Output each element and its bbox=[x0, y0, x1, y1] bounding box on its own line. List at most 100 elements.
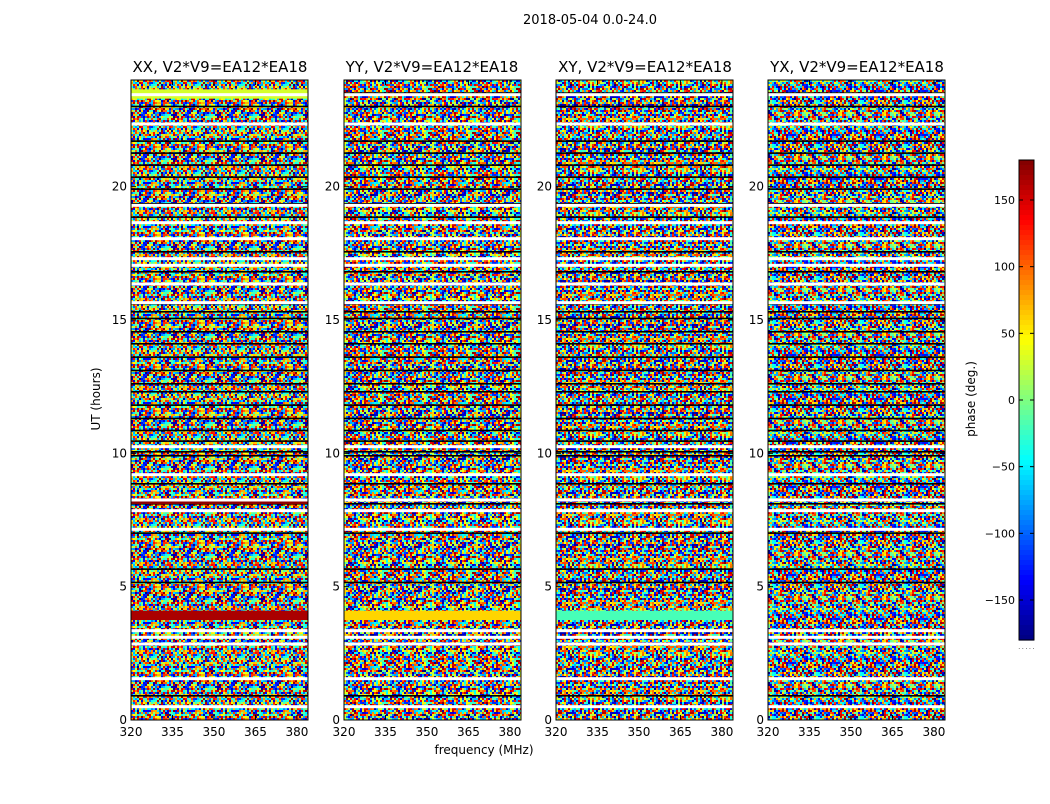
y-tick-label: 0 bbox=[332, 713, 340, 727]
colorbar-segment bbox=[1019, 350, 1034, 356]
flagged-row bbox=[344, 301, 521, 305]
y-tick-label: 5 bbox=[544, 580, 552, 594]
flagged-row bbox=[131, 237, 308, 241]
x-tick-label: 335 bbox=[586, 725, 609, 739]
colorbar-segment bbox=[1019, 190, 1034, 196]
gap-row bbox=[344, 532, 521, 534]
gap-row bbox=[556, 271, 733, 273]
flagged-row bbox=[344, 705, 521, 709]
colorbar-segment bbox=[1019, 295, 1034, 301]
x-tick-label: 350 bbox=[628, 725, 651, 739]
gap-row bbox=[768, 404, 945, 406]
colorbar-segment bbox=[1019, 330, 1034, 336]
colorbar-segment bbox=[1019, 630, 1034, 636]
gap-row bbox=[131, 483, 308, 485]
x-tick-label: 335 bbox=[798, 725, 821, 739]
gap-row bbox=[131, 251, 308, 253]
colorbar-tick-label: −150 bbox=[985, 594, 1015, 607]
colorbar-segment bbox=[1019, 260, 1034, 266]
flagged-row bbox=[768, 263, 945, 267]
gap-row bbox=[344, 440, 521, 442]
coherent-band bbox=[344, 610, 521, 620]
colorbar-segment bbox=[1019, 360, 1034, 366]
colorbar-segment bbox=[1019, 400, 1034, 406]
y-tick-label: 10 bbox=[325, 446, 340, 460]
y-tick-label: 10 bbox=[112, 446, 127, 460]
flagged-row bbox=[768, 221, 945, 225]
colorbar-segment bbox=[1019, 385, 1034, 391]
colorbar-segment bbox=[1019, 355, 1034, 361]
y-tick-label: 0 bbox=[119, 713, 127, 727]
gap-row bbox=[768, 383, 945, 385]
y-tick-label: 20 bbox=[325, 180, 340, 194]
panel-yx: 320 335 350 365 380 0 5 10 15 20 bbox=[749, 79, 946, 739]
flagged-row bbox=[556, 677, 733, 681]
gap-row bbox=[131, 369, 308, 372]
colorbar-segment bbox=[1019, 285, 1034, 291]
colorbar-segment bbox=[1019, 220, 1034, 226]
gap-row bbox=[131, 271, 308, 273]
x-tick-label: 380 bbox=[710, 725, 733, 739]
gap-row bbox=[556, 451, 733, 453]
colorbar-segment bbox=[1019, 555, 1034, 561]
gap-row bbox=[344, 216, 521, 218]
colorbar-segment bbox=[1019, 585, 1034, 591]
y-tick-label: 0 bbox=[756, 713, 764, 727]
colorbar-segment bbox=[1019, 635, 1034, 641]
flagged-row bbox=[768, 498, 945, 502]
colorbar-segment bbox=[1019, 580, 1034, 586]
colorbar-segment bbox=[1019, 615, 1034, 621]
gap-row bbox=[344, 92, 521, 94]
gap-row bbox=[768, 356, 945, 358]
gap-row bbox=[131, 451, 308, 453]
y-tick-label: 10 bbox=[749, 446, 764, 460]
flagged-row bbox=[131, 93, 308, 97]
flagged-row bbox=[131, 282, 308, 286]
flagged-row bbox=[768, 642, 945, 646]
colorbar-segment bbox=[1019, 315, 1034, 321]
colorbar-segment bbox=[1019, 500, 1034, 506]
gap-row bbox=[131, 568, 308, 570]
gap-row bbox=[556, 216, 733, 218]
gap-row bbox=[556, 391, 733, 393]
colorbar-segment bbox=[1019, 160, 1034, 166]
colorbar-segment bbox=[1019, 290, 1034, 296]
colorbar-tick-label: 100 bbox=[994, 261, 1015, 274]
gap-row bbox=[768, 503, 945, 505]
y-tick-label: 15 bbox=[749, 313, 764, 327]
gap-row bbox=[768, 455, 945, 457]
colorbar-segment bbox=[1019, 450, 1034, 456]
gap-row bbox=[556, 581, 733, 584]
flagged-row bbox=[344, 677, 521, 681]
flagged-row bbox=[556, 203, 733, 207]
colorbar-tick-label: 0 bbox=[1008, 394, 1015, 407]
y-tick-label: 15 bbox=[325, 313, 340, 327]
x-axis-label: frequency (MHz) bbox=[434, 743, 534, 757]
x-tick-label: 380 bbox=[285, 725, 308, 739]
colorbar-segment bbox=[1019, 485, 1034, 491]
flagged-row bbox=[556, 445, 733, 449]
colorbar-segment bbox=[1019, 445, 1034, 451]
gap-row bbox=[131, 140, 308, 142]
heatmap-noise-yy bbox=[344, 80, 521, 720]
coherent-band bbox=[556, 610, 733, 620]
gap-row bbox=[768, 429, 945, 432]
colorbar-segment bbox=[1019, 440, 1034, 446]
colorbar-tick-label: 150 bbox=[994, 194, 1015, 207]
flagged-row bbox=[768, 705, 945, 709]
flagged-row bbox=[131, 629, 308, 633]
colorbar-segment bbox=[1019, 570, 1034, 576]
gap-row bbox=[556, 251, 733, 253]
flagged-row bbox=[344, 445, 521, 449]
colorbar-segment bbox=[1019, 270, 1034, 276]
colorbar-segment bbox=[1019, 405, 1034, 411]
colorbar-segment bbox=[1019, 235, 1034, 241]
gap-row bbox=[344, 383, 521, 385]
flagged-row bbox=[556, 509, 733, 513]
gap-row bbox=[344, 417, 521, 420]
colorbar-segment bbox=[1019, 625, 1034, 631]
colorbar-segment bbox=[1019, 515, 1034, 521]
flagged-row bbox=[344, 629, 521, 633]
gap-row bbox=[556, 164, 733, 166]
